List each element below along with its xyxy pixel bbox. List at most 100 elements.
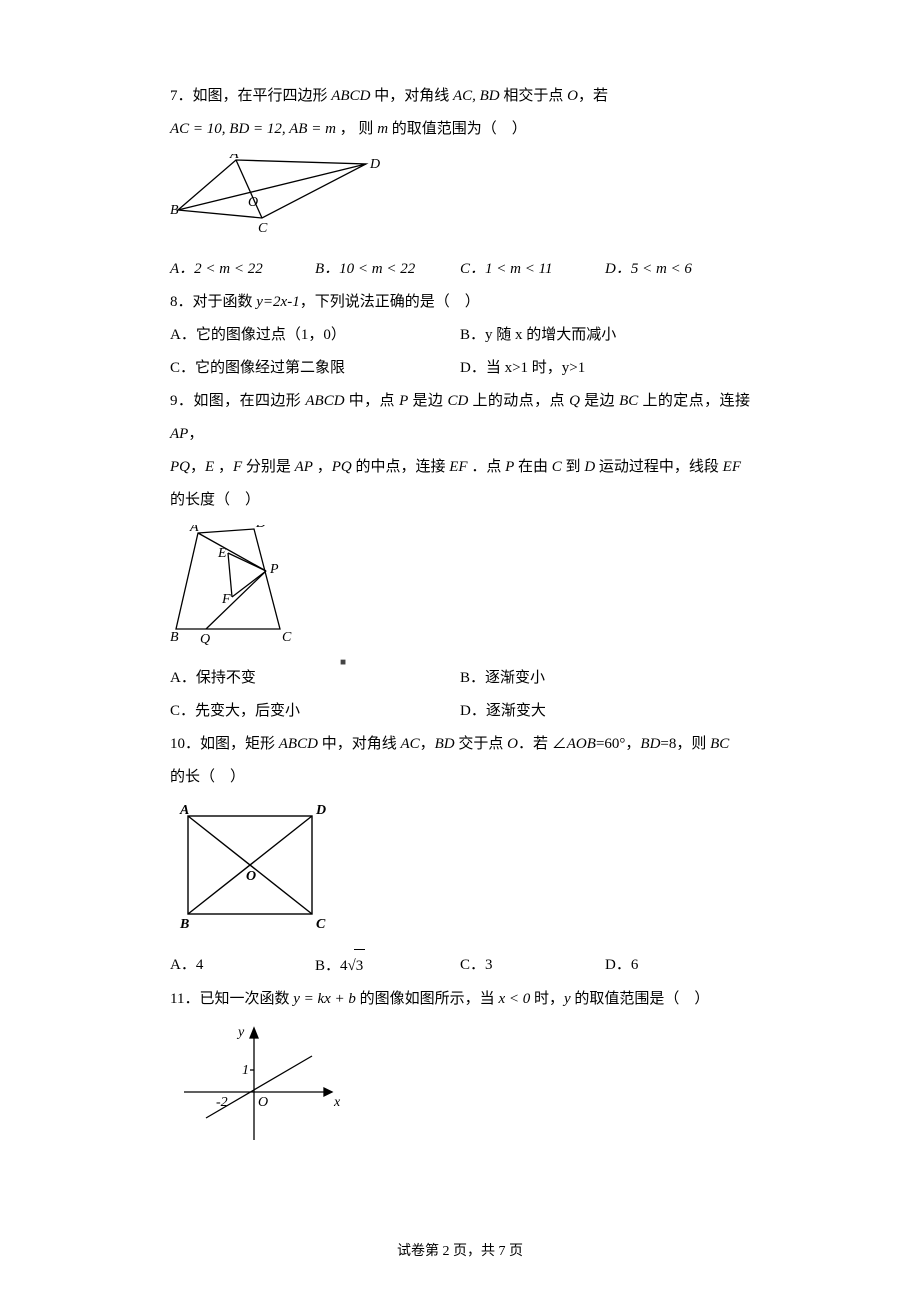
q11-line1: 11．已知一次函数 y = kx + b 的图像如图所示，当 x < 0 时，y… <box>170 983 750 1016</box>
q10-AC: AC <box>400 736 419 752</box>
svg-text:O: O <box>246 869 256 884</box>
svg-text:D: D <box>315 803 326 818</box>
q9-line2: PQ，E ，F 分别是 AP ，PQ 的中点，连接 EF ．点 P 在由 C 到… <box>170 451 750 484</box>
q10-BD: BD <box>435 736 455 752</box>
svg-text:A: A <box>189 525 199 535</box>
svg-text:E: E <box>217 546 227 561</box>
q9-2b: ， <box>190 459 205 475</box>
q10-bdv: BD <box>640 736 660 752</box>
q9-c: 是边 <box>408 393 447 409</box>
q9-EF: EF <box>449 459 467 475</box>
q11-svg: 1 -2 O x y <box>176 1024 346 1144</box>
q7-tail: ， 则 <box>336 121 377 137</box>
q10-optA: A．4 <box>170 949 315 983</box>
q9-EF2: EF <box>723 459 741 475</box>
exam-page: 7．如图，在平行四边形 ABCD 中，对角线 AC, BD 相交于点 O，若 A… <box>0 0 920 1302</box>
q10-c: ， <box>420 736 435 752</box>
svg-text:C: C <box>258 221 268 236</box>
q9-AP2: AP <box>295 459 313 475</box>
q7-figure: B A D C O <box>170 154 750 249</box>
q7-text-c: 相交于点 <box>500 88 568 104</box>
q9-PQ2: PQ <box>332 459 352 475</box>
q10-optB-pref: B．4 <box>315 958 348 974</box>
q9-2d: 分别是 <box>242 459 295 475</box>
q7-optA: A．2 < m < 22 <box>170 253 315 286</box>
q8-prompt: 8．对于函数 y=2x-1，下列说法正确的是（ ） <box>170 286 750 319</box>
q10-d: 交于点 <box>455 736 508 752</box>
q9-abcd: ABCD <box>305 393 344 409</box>
svg-text:C: C <box>316 917 326 932</box>
svg-text:P: P <box>269 562 279 577</box>
q7-text-d: ，若 <box>578 88 608 104</box>
q10-e: ．若 ∠ <box>518 736 567 752</box>
q8-options: A．它的图像过点（1，0） B．y 随 x 的增大而减小 C．它的图像经过第二象… <box>170 319 750 385</box>
q10-line1: 10．如图，矩形 ABCD 中，对角线 AC，BD 交于点 O．若 ∠AOB=6… <box>170 728 750 761</box>
q7-O: O <box>567 88 578 104</box>
svg-text:B: B <box>170 203 179 218</box>
svg-text:B: B <box>170 630 179 645</box>
sqrt-icon: √3 <box>348 949 366 983</box>
q9-BC: BC <box>619 393 638 409</box>
q7-svg: B A D C O <box>170 154 380 236</box>
q9-2e: ， <box>313 459 332 475</box>
q11-b: 的图像如图所示，当 <box>356 991 499 1007</box>
svg-text:D: D <box>255 525 266 531</box>
q9-PQ: PQ <box>170 459 190 475</box>
q11-fn: y = kx + b <box>293 991 356 1007</box>
q10-optB-rad: 3 <box>354 949 366 983</box>
q11-figure: 1 -2 O x y <box>176 1024 750 1157</box>
q10-line2: 的长（ ） <box>170 761 750 794</box>
q10-optD: D．6 <box>605 949 750 983</box>
svg-text:C: C <box>282 630 292 645</box>
q8-fn: y=2x-1 <box>256 294 299 310</box>
svg-text:y: y <box>236 1025 245 1040</box>
page-footer: 试卷第 2 页，共 7 页 <box>0 1237 920 1268</box>
q10-b: 中，对角线 <box>318 736 401 752</box>
svg-text:A: A <box>229 154 239 162</box>
q10-BC: BC <box>710 736 729 752</box>
svg-text:Q: Q <box>200 632 210 645</box>
q10-O: O <box>507 736 518 752</box>
q9-options: A．保持不变 B．逐渐变小 C．先变大，后变小 D．逐渐变大 <box>170 662 750 728</box>
svg-text:1: 1 <box>242 1063 249 1078</box>
q8-b: ，下列说法正确的是（ ） <box>300 294 480 310</box>
q9-P: P <box>399 393 408 409</box>
q9-f: 上的定点，连接 <box>638 393 750 409</box>
q9-line3: 的长度（ ） <box>170 484 750 517</box>
q11-y: y <box>564 991 571 1007</box>
svg-text:B: B <box>179 917 189 932</box>
q9-2h: 在由 <box>514 459 552 475</box>
svg-text:O: O <box>248 195 258 210</box>
q9-AP: AP <box>170 426 188 442</box>
q9-optA: A．保持不变 <box>170 662 460 695</box>
q9-optD: D．逐渐变大 <box>460 695 750 728</box>
q7-abcd: ABCD <box>331 88 370 104</box>
q10-abcd: ABCD <box>279 736 318 752</box>
q10-AOB: AOB <box>567 736 596 752</box>
q9-D: D <box>584 459 595 475</box>
q7-line1: 7．如图，在平行四边形 ABCD 中，对角线 AC, BD 相交于点 O，若 <box>170 80 750 113</box>
q11-c: 时， <box>530 991 564 1007</box>
svg-text:D: D <box>369 157 380 172</box>
q8-optA: A．它的图像过点（1，0） <box>170 319 460 352</box>
q9-comma: ， <box>188 426 203 442</box>
q7-line2: AC = 10, BD = 12, AB = m ， 则 m 的取值范围为（ ） <box>170 113 750 146</box>
q7-optD: D．5 < m < 6 <box>605 253 750 286</box>
q10-f: =60°， <box>596 736 640 752</box>
q10-svg: A D B C O <box>170 802 330 932</box>
q9-Q: Q <box>569 393 580 409</box>
q8-optC: C．它的图像经过第二象限 <box>170 352 460 385</box>
q7-options: A．2 < m < 22 B．10 < m < 22 C．1 < m < 11 … <box>170 253 750 286</box>
q7-tail2: 的取值范围为（ ） <box>388 121 527 137</box>
q10-a: 10．如图，矩形 <box>170 736 279 752</box>
q7-acbd: AC, BD <box>453 88 500 104</box>
q9-a: 9．如图，在四边形 <box>170 393 305 409</box>
svg-text:-2: -2 <box>216 1095 228 1110</box>
q9-optC: C．先变大，后变小 <box>170 695 460 728</box>
q7-text-b: 中，对角线 <box>370 88 453 104</box>
q8-optB: B．y 随 x 的增大而减小 <box>460 319 750 352</box>
q8-optD: D．当 x>1 时，y>1 <box>460 352 750 385</box>
q9-line1: 9．如图，在四边形 ABCD 中，点 P 是边 CD 上的动点，点 Q 是边 B… <box>170 385 750 451</box>
q7-optB: B．10 < m < 22 <box>315 253 460 286</box>
q9-2c: ， <box>214 459 233 475</box>
